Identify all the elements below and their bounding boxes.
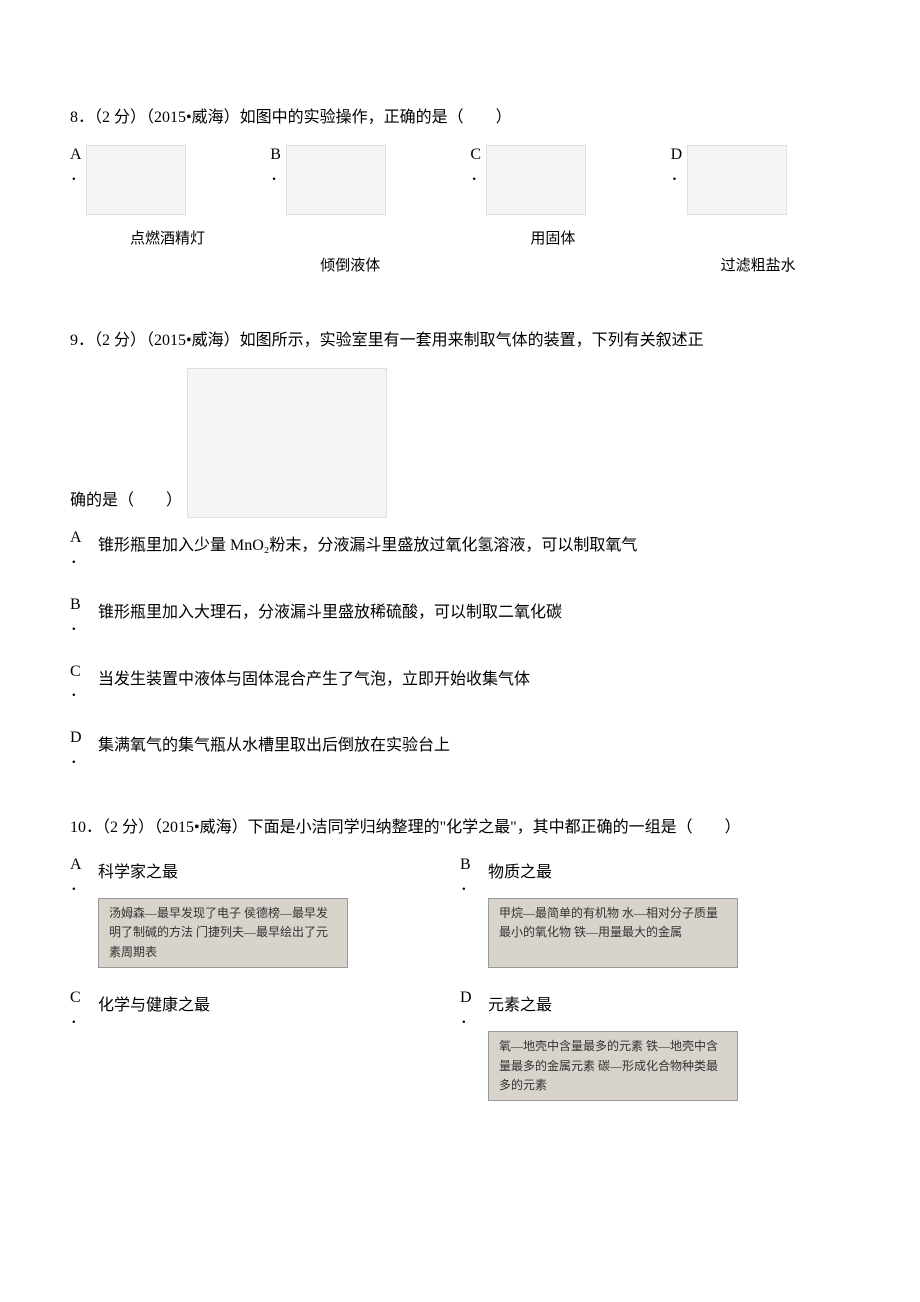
q9-opt-c-letter: C． (70, 662, 98, 704)
q8-option-a: A． 点燃酒精灯 (70, 145, 249, 256)
q10-option-d: D． 元素之最 氧—地壳中含量最多的元素 铁—地壳中含量最多的金属元素 碳—形成… (460, 988, 850, 1101)
q9-option-c: C． 当发生装置中液体与固体混合产生了气泡，立即开始收集气体 (70, 662, 850, 704)
q8-caption-d: 过滤粗盐水 (721, 250, 796, 283)
q8-stem: 8．（2 分）（2015•威海）如图中的实验操作，正确的是（ ） (70, 100, 850, 135)
q8-img-c (486, 145, 586, 215)
q9-option-list: A． 锥形瓶里加入少量 MnO₂粉末，分液漏斗里盛放过氧化氢溶液，可以制取氧气 … (70, 528, 850, 769)
q8-img-b (286, 145, 386, 215)
q8-caption-a: 点燃酒精灯 (130, 223, 205, 256)
q8-caption-b: 倾倒液体 (320, 250, 380, 283)
q8-opt-c-letter: C． (470, 145, 486, 187)
q10-opt-c-letter: C． (70, 988, 98, 1030)
q8-caption-c: 用固体 (530, 223, 575, 256)
q9-opt-c-text: 当发生装置中液体与固体混合产生了气泡，立即开始收集气体 (98, 662, 850, 697)
q10-opt-b-title: 物质之最 (488, 855, 738, 890)
q10-opt-b-letter: B． (460, 855, 488, 897)
q9-stem-1: 9．（2 分）（2015•威海）如图所示，实验室里有一套用来制取气体的装置，下列… (70, 323, 850, 358)
q10-opt-a-title: 科学家之最 (98, 855, 348, 890)
q10-option-a: A． 科学家之最 汤姆森—最早发现了电子 侯德榜—最早发明了制碱的方法 门捷列夫… (70, 855, 460, 968)
q10-opt-d-letter: D． (460, 988, 488, 1030)
q10-options: A． 科学家之最 汤姆森—最早发现了电子 侯德榜—最早发明了制碱的方法 门捷列夫… (70, 855, 850, 1121)
q10-opt-c-title: 化学与健康之最 (98, 988, 210, 1023)
q8-opt-d-letter: D． (671, 145, 687, 187)
question-9: 9．（2 分）（2015•威海）如图所示，实验室里有一套用来制取气体的装置，下列… (70, 323, 850, 770)
q9-opt-a-letter: A． (70, 528, 98, 570)
q9-opt-d-letter: D． (70, 728, 98, 770)
q8-img-d (687, 145, 787, 215)
q9-opt-d-text: 集满氧气的集气瓶从水槽里取出后倒放在实验台上 (98, 728, 850, 763)
q9-option-b: B． 锥形瓶里加入大理石，分液漏斗里盛放稀硫酸，可以制取二氧化碳 (70, 595, 850, 637)
q9-opt-a-text: 锥形瓶里加入少量 MnO₂粉末，分液漏斗里盛放过氧化氢溶液，可以制取氧气 (98, 528, 850, 563)
q10-option-c: C． 化学与健康之最 (70, 988, 460, 1101)
q9-line2: 确的是（ ） (70, 368, 850, 518)
question-10: 10．（2 分）（2015•威海）下面是小洁同学归纳整理的"化学之最"，其中都正… (70, 810, 850, 1122)
q10-opt-a-letter: A． (70, 855, 98, 897)
q8-option-b: B． 倾倒液体 (270, 145, 449, 283)
q9-option-a: A． 锥形瓶里加入少量 MnO₂粉末，分液漏斗里盛放过氧化氢溶液，可以制取氧气 (70, 528, 850, 570)
q8-opt-a-letter: A． (70, 145, 86, 187)
q10-opt-d-title: 元素之最 (488, 988, 738, 1023)
q9-option-d: D． 集满氧气的集气瓶从水槽里取出后倒放在实验台上 (70, 728, 850, 770)
q8-option-d: D． 过滤粗盐水 (671, 145, 850, 283)
q9-opt-b-text: 锥形瓶里加入大理石，分液漏斗里盛放稀硫酸，可以制取二氧化碳 (98, 595, 850, 630)
q10-opt-d-box: 氧—地壳中含量最多的元素 铁—地壳中含量最多的金属元素 碳—形成化合物种类最多的… (488, 1031, 738, 1101)
q10-option-b: B． 物质之最 甲烷—最简单的有机物 水—相对分子质量最小的氧化物 铁—用量最大… (460, 855, 850, 968)
q9-apparatus-img (187, 368, 387, 518)
q9-opt-b-letter: B． (70, 595, 98, 637)
q8-img-a (86, 145, 186, 215)
q8-opt-b-letter: B． (270, 145, 286, 187)
q10-opt-b-box: 甲烷—最简单的有机物 水—相对分子质量最小的氧化物 铁—用量最大的金属 (488, 898, 738, 968)
q8-options-row: A． 点燃酒精灯 B． 倾倒液体 C． 用固体 D． 过滤粗盐水 (70, 145, 850, 283)
q8-option-c: C． 用固体 (470, 145, 649, 256)
q10-opt-a-box: 汤姆森—最早发现了电子 侯德榜—最早发明了制碱的方法 门捷列夫—最早绘出了元素周… (98, 898, 348, 968)
q10-stem: 10．（2 分）（2015•威海）下面是小洁同学归纳整理的"化学之最"，其中都正… (70, 810, 850, 845)
q9-stem-2: 确的是（ ） (70, 483, 182, 518)
question-8: 8．（2 分）（2015•威海）如图中的实验操作，正确的是（ ） A． 点燃酒精… (70, 100, 850, 283)
